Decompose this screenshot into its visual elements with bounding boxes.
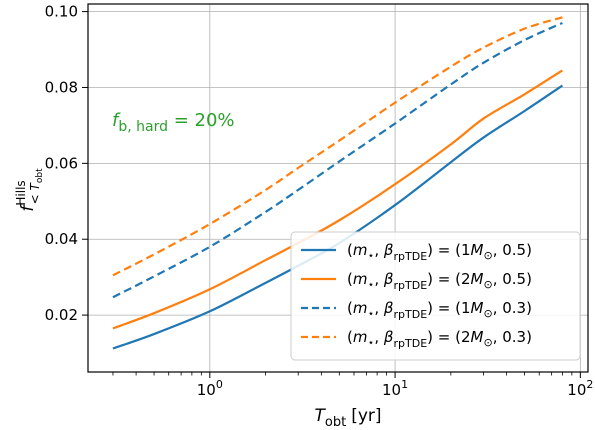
series-line-3 [112, 21, 563, 299]
legend-box [290, 231, 581, 361]
x-axis-label: Tobt [yr] [314, 406, 381, 430]
y-tick-label: 0.08 [45, 78, 78, 96]
legend-label-1: (m⋆, βrpTDE) = (1M⊙, 0.5) [347, 241, 532, 263]
y-tick-label: 0.02 [45, 306, 78, 324]
legend-label-2: (m⋆, βrpTDE) = (2M⊙, 0.5) [347, 270, 532, 292]
x-tick-label: 102 [567, 378, 593, 399]
plot-area-frame [87, 3, 589, 373]
legend: (m⋆, βrpTDE) = (1M⊙, 0.5) (m⋆, βrpTDE) = … [290, 231, 581, 361]
axis-ticks: 100 101 102 0.02 0.04 0.06 0.08 0.10 [45, 3, 594, 399]
y-tick-label: 0.10 [45, 3, 78, 21]
y-tick-label: 0.04 [45, 230, 78, 248]
annotation-fb-hard: fb, hard = 20% [112, 110, 235, 135]
y-axis-label: fHills< Tobt [14, 168, 45, 212]
series-line-4 [112, 16, 563, 277]
legend-label-3: (m⋆, βrpTDE) = (1M⊙, 0.3) [347, 299, 532, 321]
legend-label-4: (m⋆, βrpTDE) = (2M⊙, 0.3) [347, 328, 532, 350]
y-tick-label: 0.06 [45, 154, 78, 172]
x-tick-label: 100 [197, 378, 223, 399]
series-line-2 [112, 69, 563, 330]
x-tick-label: 101 [382, 378, 408, 399]
